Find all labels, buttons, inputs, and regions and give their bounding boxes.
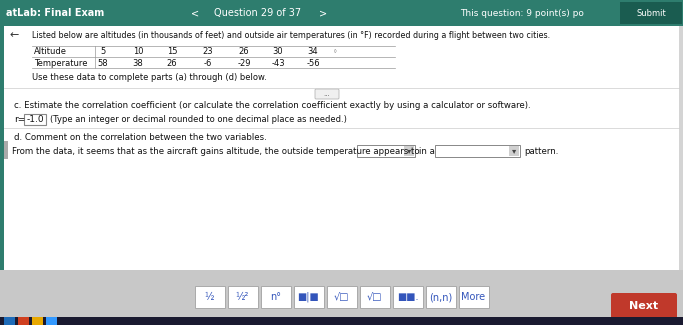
Text: ...: ... [324, 91, 331, 97]
Bar [0, 317, 683, 325]
FancyBboxPatch shape [315, 89, 339, 99]
Text: Temperature: Temperature [34, 58, 87, 68]
Bar [4, 141, 8, 159]
Text: More: More [462, 292, 486, 302]
Bar [0, 0, 683, 26]
Text: (n,n): (n,n) [429, 292, 452, 302]
Text: 15: 15 [167, 47, 178, 57]
Bar [195, 286, 225, 308]
Text: 5: 5 [100, 47, 106, 57]
Bar [294, 286, 324, 308]
Text: Next: Next [630, 301, 658, 311]
Text: Altitude: Altitude [34, 47, 67, 57]
Text: ←: ← [10, 30, 19, 40]
Text: Listed below are altitudes (in thousands of feet) and outside air temperatures (: Listed below are altitudes (in thousands… [32, 31, 550, 40]
Text: -43: -43 [271, 58, 285, 68]
Text: √□: √□ [367, 292, 382, 302]
Text: ■|■: ■|■ [298, 292, 320, 302]
Text: 38: 38 [133, 58, 143, 68]
Text: c. Estimate the correlation coefficient (or calculate the correlation coefficien: c. Estimate the correlation coefficient … [14, 101, 531, 111]
Bar [426, 286, 456, 308]
Text: 26: 26 [238, 47, 249, 57]
Text: atLab: Final Exam: atLab: Final Exam [6, 8, 104, 18]
Bar [357, 145, 415, 157]
Text: Use these data to complete parts (a) through (d) below.: Use these data to complete parts (a) thr… [32, 73, 267, 83]
Text: <: < [191, 8, 199, 18]
Bar [18, 317, 29, 325]
Bar [4, 26, 679, 270]
Bar [620, 2, 682, 24]
Text: 58: 58 [98, 58, 109, 68]
Text: in a: in a [419, 147, 435, 155]
Text: pattern.: pattern. [524, 147, 559, 155]
Text: ▾: ▾ [512, 147, 516, 155]
Bar [4, 317, 15, 325]
Text: -6: -6 [204, 58, 212, 68]
Text: d. Comment on the correlation between the two variables.: d. Comment on the correlation between th… [14, 133, 267, 141]
Text: Question 29 of 37: Question 29 of 37 [214, 8, 302, 18]
Bar [359, 286, 389, 308]
Text: -56: -56 [306, 58, 320, 68]
Bar [393, 286, 423, 308]
Bar [227, 286, 257, 308]
Text: ▾: ▾ [407, 147, 411, 155]
Text: 30: 30 [273, 47, 283, 57]
Text: r=: r= [14, 114, 25, 124]
Text: √□: √□ [334, 292, 349, 302]
Bar [435, 145, 520, 157]
Text: ½: ½ [205, 292, 214, 302]
Bar [404, 146, 414, 156]
Text: ½²: ½² [236, 292, 249, 302]
Bar [260, 286, 290, 308]
Text: 26: 26 [167, 58, 178, 68]
Text: >: > [319, 8, 327, 18]
Text: Submit: Submit [636, 8, 666, 18]
Text: n°: n° [270, 292, 281, 302]
Text: -1.0: -1.0 [26, 114, 44, 124]
Text: 34: 34 [307, 47, 318, 57]
Bar [326, 286, 357, 308]
Bar [458, 286, 488, 308]
Text: -29: -29 [237, 58, 251, 68]
Bar [0, 270, 683, 325]
Text: This question: 9 point(s) po: This question: 9 point(s) po [460, 8, 584, 18]
Bar [32, 317, 43, 325]
Text: 23: 23 [203, 47, 213, 57]
Bar [0, 26, 4, 270]
Text: From the data, it seems that as the aircraft gains altitude, the outside tempera: From the data, it seems that as the airc… [12, 147, 419, 155]
Text: 10: 10 [133, 47, 143, 57]
Text: ■■.: ■■. [397, 292, 418, 302]
FancyBboxPatch shape [611, 293, 677, 319]
Text: ◦: ◦ [333, 47, 337, 57]
Text: (Type an integer or decimal rounded to one decimal place as needed.): (Type an integer or decimal rounded to o… [50, 114, 347, 124]
Bar [46, 317, 57, 325]
FancyBboxPatch shape [24, 113, 46, 124]
Bar [509, 146, 519, 156]
